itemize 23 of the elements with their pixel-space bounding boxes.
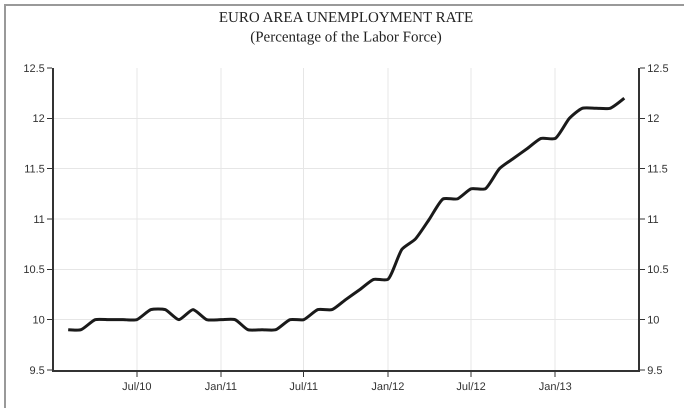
- y2-tick-label: 11.5: [647, 164, 668, 176]
- y2-tick-label: 12: [647, 113, 660, 126]
- x-tick-label: Jan/11: [204, 381, 238, 394]
- x-tick-label: Jan/13: [538, 381, 572, 394]
- x-tick-label: Jul/10: [122, 381, 152, 394]
- y-tick-label: 9.5: [30, 364, 45, 377]
- x-tick-label: Jan/12: [371, 381, 404, 394]
- y-tick-label: 11: [33, 214, 45, 226]
- y2-tick-label: 11: [647, 214, 659, 226]
- y-tick-label: 10.5: [23, 264, 45, 276]
- y-tick-label: 10: [32, 314, 45, 327]
- y2-tick-label: 10: [647, 314, 660, 327]
- x-tick-label: Jul/11: [289, 381, 318, 394]
- x-tick-label: Jul/12: [456, 381, 486, 394]
- y-tick-label: 11.5: [24, 164, 45, 176]
- y2-tick-label: 9.5: [647, 364, 662, 377]
- y-tick-label: 12.5: [23, 62, 45, 75]
- chart-subtitle: (Percentage of the Labor Force): [250, 30, 442, 46]
- y2-tick-label: 10.5: [647, 264, 669, 276]
- y2-tick-label: 12.5: [647, 62, 669, 75]
- line-series: [66, 96, 626, 332]
- y-tick-label: 12: [32, 113, 45, 126]
- chart-title: EURO AREA UNEMPLOYMENT RATE: [218, 10, 474, 26]
